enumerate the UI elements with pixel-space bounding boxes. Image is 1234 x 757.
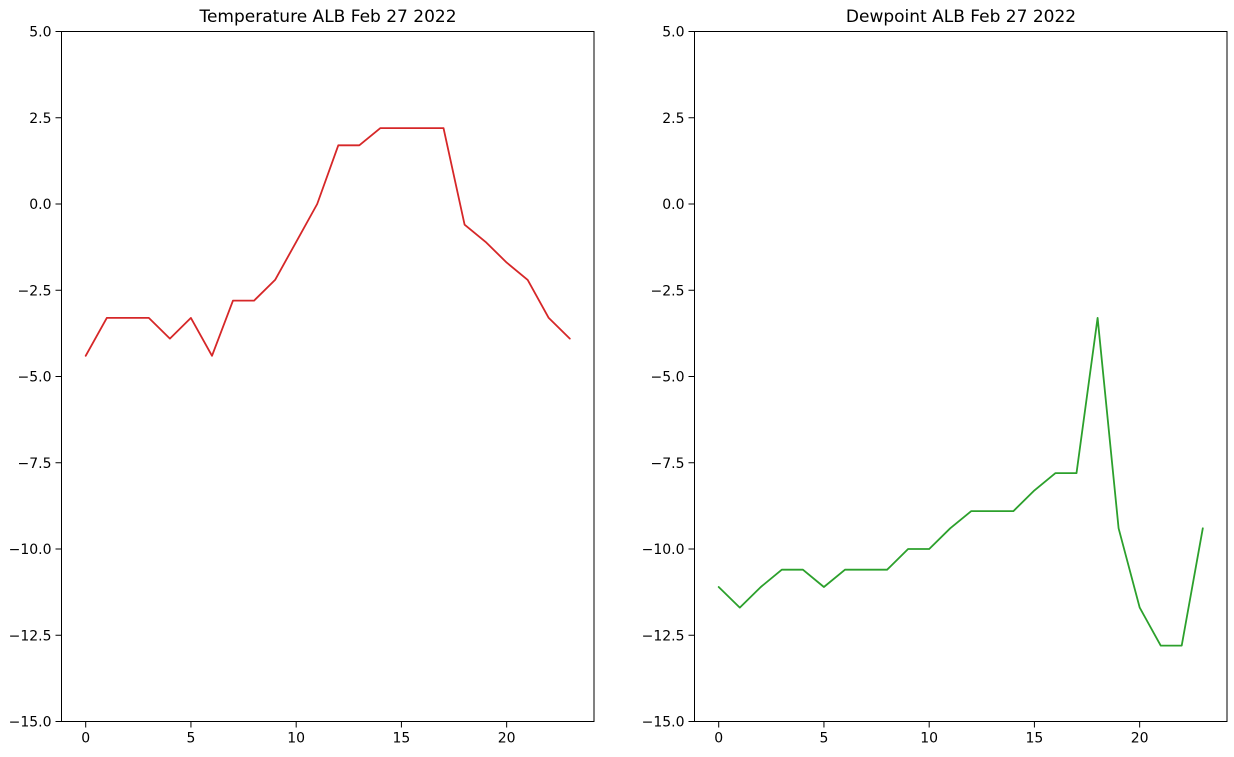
y-tick-label: −15.0 xyxy=(642,715,685,731)
y-tick-label: −7.5 xyxy=(651,456,685,472)
x-tick-label: 15 xyxy=(1026,731,1044,747)
plot-frame xyxy=(694,31,1228,722)
dewpoint-series-line xyxy=(717,316,1204,647)
temperature-series-line xyxy=(84,127,571,357)
y-tick-label: −7.5 xyxy=(18,456,52,472)
x-tick-label: 5 xyxy=(819,731,828,747)
x-tick-label: 10 xyxy=(920,731,938,747)
y-tick-label: 5.0 xyxy=(29,25,51,41)
y-tick-label: 0.0 xyxy=(29,197,51,213)
chart-title-dewpoint: Dewpoint ALB Feb 27 2022 xyxy=(845,7,1077,27)
x-tick-label: 20 xyxy=(498,731,516,747)
y-tick-label: −5.0 xyxy=(18,370,52,386)
y-tick-label: −2.5 xyxy=(18,283,52,299)
x-tick-label: 0 xyxy=(714,731,723,747)
y-tick-label: 0.0 xyxy=(662,197,684,213)
y-tick-label: −2.5 xyxy=(651,283,685,299)
x-tick-label: 0 xyxy=(81,731,90,747)
y-tick-label: 2.5 xyxy=(29,111,51,127)
x-tick-label: 5 xyxy=(186,731,195,747)
y-tick-label: −10.0 xyxy=(642,542,685,558)
y-tick-label: 2.5 xyxy=(662,111,684,127)
y-tick-label: 5.0 xyxy=(662,25,684,41)
x-tick-label: 10 xyxy=(287,731,305,747)
y-tick-label: −5.0 xyxy=(651,370,685,386)
y-tick-label: −12.5 xyxy=(642,628,685,644)
x-tick-label: 20 xyxy=(1131,731,1149,747)
y-tick-label: −10.0 xyxy=(9,542,52,558)
y-tick-label: −15.0 xyxy=(9,715,52,731)
x-tick-label: 15 xyxy=(393,731,411,747)
y-tick-label: −12.5 xyxy=(9,628,52,644)
chart-title-temperature: Temperature ALB Feb 27 2022 xyxy=(199,7,457,27)
